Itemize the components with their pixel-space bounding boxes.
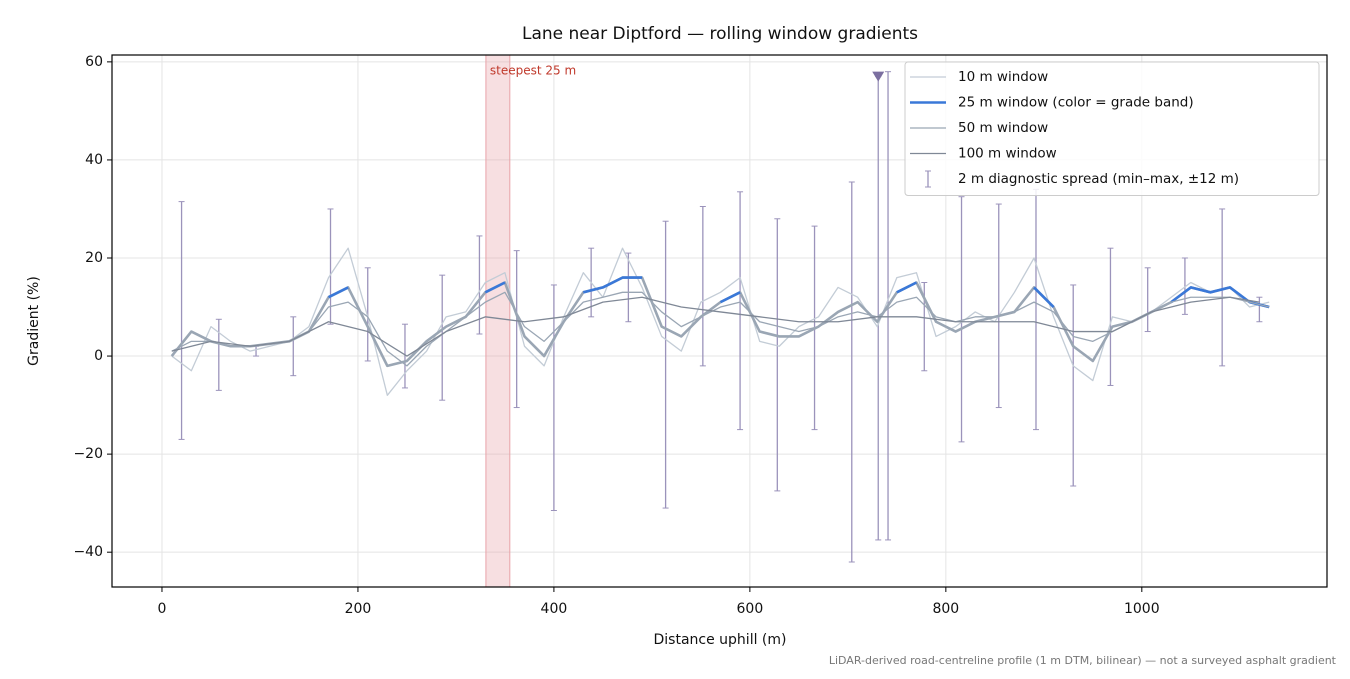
grade-band-line (719, 291, 741, 304)
x-tick-label: 200 (345, 601, 372, 617)
error-bar (401, 323, 408, 389)
series-line (170, 276, 1270, 368)
error-bar (958, 196, 965, 443)
x-tick-label: 600 (737, 601, 764, 617)
x-tick-label: 1000 (1124, 601, 1160, 617)
error-bar (550, 284, 557, 512)
plot-frame (111, 54, 1328, 588)
error-bar (327, 208, 334, 325)
grade-band-line (582, 276, 643, 294)
footnote: LiDAR-derived road-centreline profile (1… (829, 654, 1337, 667)
legend-label: 100 m window (958, 146, 1057, 162)
y-axis-label: Gradient (%) (26, 276, 42, 366)
grade-band-line (484, 281, 506, 294)
series-line (171, 247, 1270, 396)
error-bar (1219, 208, 1226, 367)
error-bar (1256, 296, 1263, 323)
marker (872, 71, 885, 82)
error-bar (1070, 284, 1077, 487)
y-tick-label: 0 (94, 348, 103, 364)
error-bar (774, 218, 781, 492)
error-bar (364, 267, 371, 362)
error-bar (625, 252, 632, 323)
y-tick-label: 20 (85, 250, 103, 266)
error-bar (662, 220, 669, 509)
legend-label: 2 m diagnostic spread (min–max, ±12 m) (958, 171, 1239, 187)
error-bar (737, 191, 744, 431)
grade-band-line (896, 281, 918, 294)
legend-label: 50 m window (958, 120, 1048, 136)
error-bar (290, 316, 297, 377)
chart-title: Lane near Diptford — rolling window grad… (522, 24, 918, 44)
series-line (171, 291, 1270, 367)
y-tick-label: 40 (85, 152, 103, 168)
error-bar (875, 76, 882, 541)
legend-label: 25 m window (color = grade band) (958, 95, 1194, 111)
y-tick-label: 60 (85, 54, 103, 70)
grade-band-line (327, 286, 349, 299)
x-tick-label: 0 (158, 601, 167, 617)
series-line (171, 296, 1260, 357)
error-bar (1144, 267, 1151, 333)
x-tick-label: 800 (932, 601, 959, 617)
grade-band-line (1033, 286, 1055, 308)
error-bar (848, 181, 855, 563)
x-tick-label: 400 (541, 601, 568, 617)
legend-box (904, 61, 1320, 196)
error-bar (178, 201, 185, 440)
error-bar (1032, 188, 1039, 431)
legend-label: 10 m window (958, 69, 1048, 85)
error-bar (215, 318, 222, 391)
highlight-band (485, 54, 511, 588)
error-bar (439, 274, 446, 401)
error-bar (476, 235, 483, 335)
y-tick-label: −20 (73, 446, 103, 462)
highlight-label: steepest 25 m (490, 64, 576, 78)
x-axis-label: Distance uphill (m) (654, 632, 787, 648)
y-tick-label: −40 (73, 544, 103, 560)
error-bar (1107, 247, 1114, 386)
error-bar (995, 203, 1002, 409)
error-bar (513, 250, 520, 409)
error-bar (699, 206, 706, 367)
error-bar (253, 345, 260, 357)
